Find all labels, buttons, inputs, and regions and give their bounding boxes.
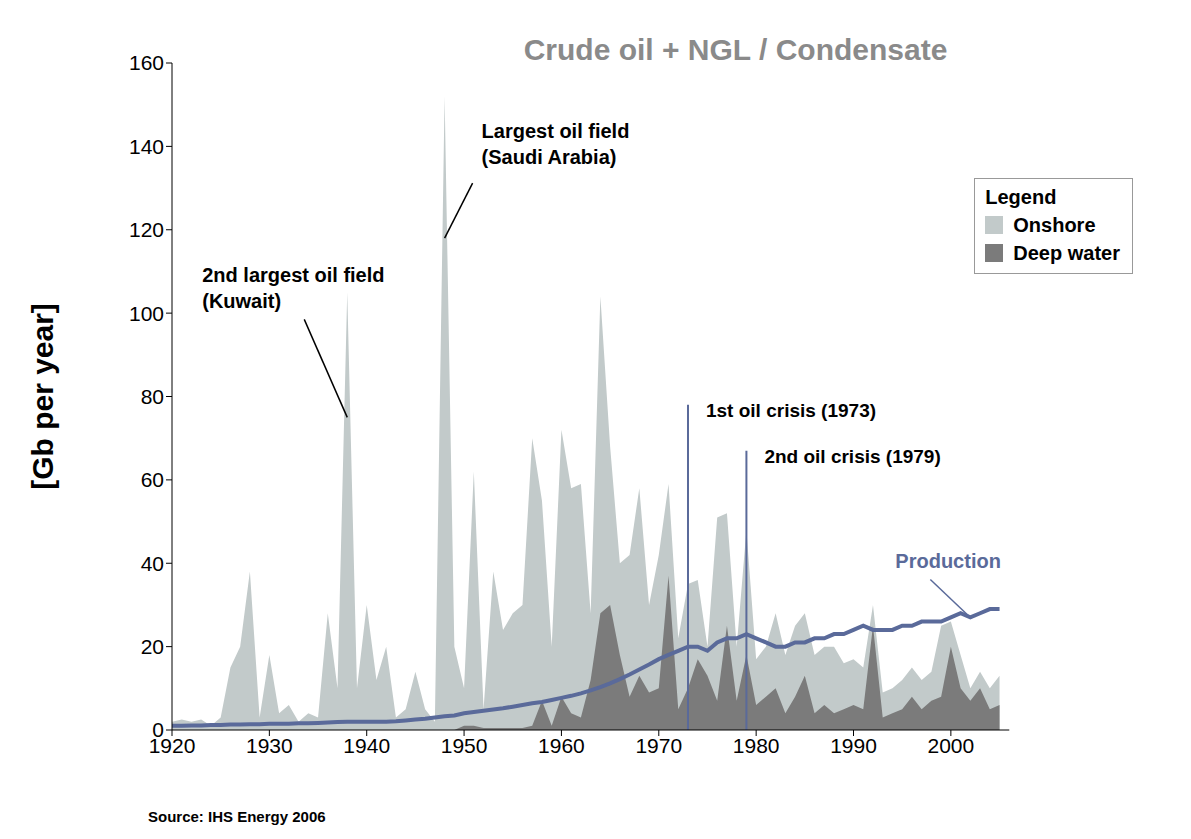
svg-text:1920: 1920	[148, 733, 196, 757]
svg-text:60: 60	[141, 468, 164, 491]
svg-text:1940: 1940	[343, 734, 390, 757]
html-text:Source: IHS Energy 2006: Source: IHS Energy 2006	[148, 808, 326, 825]
svg-text:2nd largest oil field(Kuwait): 2nd largest oil field(Kuwait)	[202, 264, 384, 312]
svg-text:140: 140	[129, 135, 164, 158]
html-text:Legend: Legend	[985, 186, 1057, 208]
svg-text:1960: 1960	[538, 734, 585, 757]
html-text:Deep water: Deep water	[1013, 242, 1120, 264]
svg-text:100: 100	[129, 302, 164, 325]
svg-text:80: 80	[141, 385, 164, 408]
svg-text:2nd oil crisis (1979): 2nd oil crisis (1979)	[764, 446, 940, 467]
svg-text:Production: Production	[895, 550, 1001, 572]
svg-text:160: 160	[129, 51, 164, 74]
svg-text:20: 20	[141, 635, 164, 658]
html-text:Crude oil + NGL / Condensate: Crude oil + NGL / Condensate	[523, 33, 948, 66]
svg-text:1990: 1990	[830, 734, 877, 757]
svg-text:40: 40	[141, 552, 164, 575]
svg-text:[Gb per year]: [Gb per year]	[26, 303, 59, 490]
html-text:Onshore: Onshore	[1013, 214, 1096, 236]
svg-text:0: 0	[152, 718, 164, 741]
svg-text:120: 120	[129, 218, 164, 241]
svg-text:1st oil crisis (1973): 1st oil crisis (1973)	[706, 400, 876, 421]
svg-text:1970: 1970	[635, 734, 682, 757]
svg-text:1950: 1950	[441, 734, 488, 757]
svg-text:2000: 2000	[928, 734, 975, 757]
svg-text:1980: 1980	[733, 734, 780, 757]
svg-text:1930: 1930	[246, 734, 293, 757]
svg-text:Largest oil field(Saudi Arabia: Largest oil field(Saudi Arabia)	[482, 120, 630, 168]
